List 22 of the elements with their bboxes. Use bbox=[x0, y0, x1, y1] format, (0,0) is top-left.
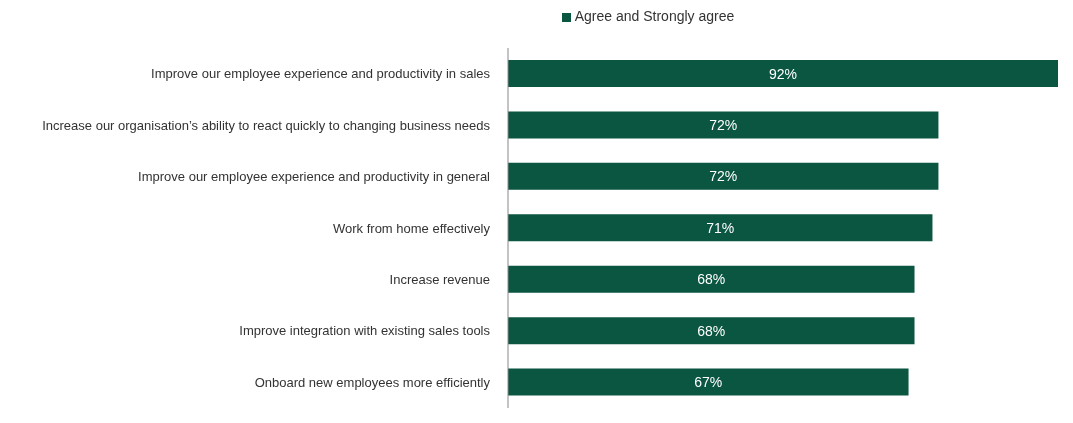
bar bbox=[508, 368, 909, 396]
bar bbox=[508, 317, 915, 345]
data-label: 67% bbox=[694, 374, 723, 391]
y-tick-label: Improve integration with existing sales tools bbox=[239, 323, 491, 339]
y-tick-label: Work from home effectively bbox=[332, 220, 491, 236]
y-tick-label: Onboard new employees more efficiently bbox=[254, 374, 491, 390]
y-tick-label: Increase revenue bbox=[389, 272, 490, 288]
data-label: 68% bbox=[697, 322, 726, 339]
bar bbox=[508, 162, 939, 190]
bar bbox=[508, 60, 1058, 87]
data-label: 92% bbox=[768, 65, 798, 82]
y-tick-label: Increase our organisation’s ability to react quickly to changing business needs bbox=[42, 117, 491, 133]
data-label: 68% bbox=[697, 271, 726, 288]
bar bbox=[508, 265, 915, 293]
y-tick-label: Improve our employee experience and productivity in general bbox=[138, 169, 491, 185]
data-label: 71% bbox=[706, 219, 735, 236]
data-label: 72% bbox=[709, 168, 738, 185]
bar bbox=[508, 214, 933, 242]
y-tick-label: Improve our employee experience and productivity in sales bbox=[151, 66, 491, 82]
legend-label: Agree and Strongly agree bbox=[574, 8, 735, 24]
bar bbox=[508, 111, 939, 139]
data-label: 72% bbox=[709, 116, 738, 133]
